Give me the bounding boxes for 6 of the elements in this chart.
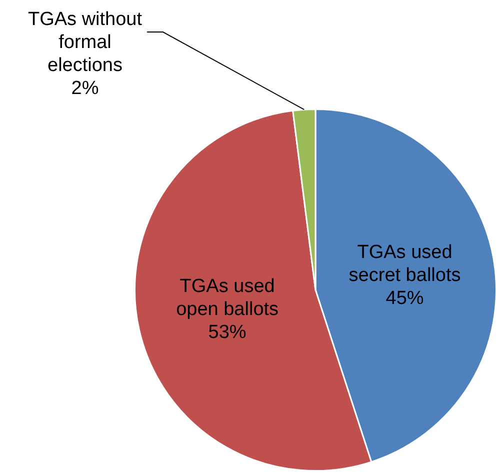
data-label: 53% — [208, 322, 246, 343]
slice-label: TGAs used secret ballots — [348, 242, 461, 286]
slice-label: TGAs used open ballots — [176, 276, 279, 320]
data-label: 2% — [71, 78, 99, 100]
data-label: 45% — [386, 288, 424, 310]
slice-label: TGAs without formal elections — [28, 9, 143, 76]
